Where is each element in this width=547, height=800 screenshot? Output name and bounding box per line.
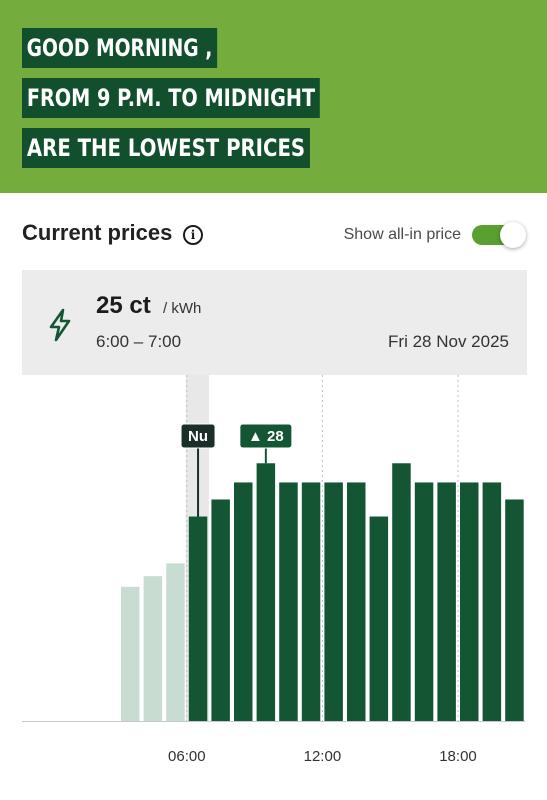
price-unit: / kWh	[163, 300, 202, 317]
now-marker	[180, 423, 216, 449]
x-tick-label-1200: 12:00	[304, 748, 342, 765]
section-title: Current prices	[22, 220, 173, 245]
headline-line-3: ARE THE LOWEST PRICES	[22, 128, 310, 168]
lightning-bolt-icon	[49, 308, 71, 342]
price-bar-0400	[143, 576, 163, 721]
info-icon[interactable]: i	[183, 225, 203, 245]
now-marker-label: Nu	[188, 428, 208, 445]
price-bar-1500	[392, 463, 411, 721]
price-bar-1400	[369, 516, 389, 721]
price-bar-0600	[188, 516, 208, 721]
headline-line-1: GOOD MORNING ,	[22, 28, 217, 68]
greeting-banner: GOOD MORNING , FROM 9 P.M. TO MIDNIGHT A…	[0, 0, 547, 193]
price-bar-0900	[256, 463, 276, 721]
headline-line-2: FROM 9 P.M. TO MIDNIGHT	[22, 78, 320, 118]
price-bar-1600	[414, 482, 434, 721]
max-price-marker-label: ▲ 28	[248, 428, 284, 445]
price-bar-0500	[166, 563, 185, 721]
price-bar-2000	[505, 499, 524, 721]
price-bar-1000	[279, 482, 298, 721]
current-price-card: 25 ct / kWh 6:00 – 7:00 Fri 28 Nov 2025	[22, 270, 527, 375]
price-bar-1100	[301, 482, 321, 721]
x-tick-label-1800: 18:00	[439, 748, 477, 765]
time-range: 6:00 – 7:00	[96, 332, 182, 351]
x-tick-label-0600: 06:00	[168, 748, 206, 765]
price-bar-0300	[121, 586, 140, 721]
price-bar-0800	[234, 482, 253, 721]
current-price-value: 25 ct	[96, 292, 151, 319]
price-bar-1300	[347, 482, 366, 721]
price-bar-0700	[211, 499, 230, 721]
all-in-price-toggle-label: Show all-in price	[343, 226, 461, 243]
price-date: Fri 28 Nov 2025	[388, 332, 509, 351]
price-bar-chart[interactable]: Nu ▲ 28 06:00 12:00 18:00	[0, 375, 547, 800]
price-bar-1800	[460, 482, 479, 721]
toggle-knob	[500, 222, 526, 248]
max-price-marker	[239, 423, 293, 449]
price-bar-1900	[482, 482, 502, 721]
price-bar-1700	[437, 482, 456, 721]
price-bar-1200	[324, 482, 343, 721]
all-in-price-toggle[interactable]	[472, 222, 526, 248]
